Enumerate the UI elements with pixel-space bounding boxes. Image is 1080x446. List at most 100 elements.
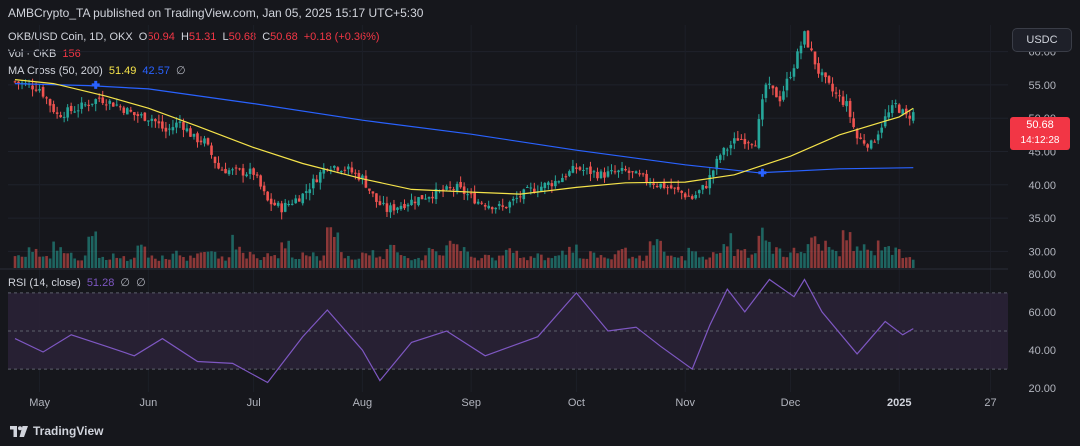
volume-bar [213, 251, 217, 268]
close-label: C [262, 31, 271, 43]
candle-body [890, 105, 894, 114]
currency-selector[interactable]: USDC [1012, 28, 1072, 52]
volume-bar [533, 257, 536, 268]
candle-body [13, 81, 17, 83]
candle-body [655, 185, 659, 187]
volume-bar [97, 257, 101, 268]
volume-bar [480, 258, 483, 268]
candle-body [824, 72, 827, 78]
candle-body [845, 101, 848, 107]
volume-bar [617, 250, 620, 268]
candle-body [140, 114, 143, 116]
high-value: 51.31 [188, 31, 217, 43]
volume-bar [634, 258, 638, 268]
candle-body [80, 102, 83, 109]
volume-bar [761, 227, 764, 268]
volume-bar [325, 227, 329, 268]
volume-bar [557, 255, 561, 268]
candle-body [490, 207, 494, 210]
volume-bar [641, 260, 645, 268]
volume-bar [266, 253, 269, 268]
candle-body [452, 189, 455, 191]
candle-body [547, 182, 550, 186]
volume-bar [427, 247, 431, 268]
volume-bar [859, 250, 862, 268]
volume-bar [192, 257, 196, 268]
volume-bar [336, 232, 340, 268]
candle-body [659, 183, 662, 188]
volume-bar [448, 240, 452, 268]
volume-bar [673, 257, 676, 268]
candle-body [743, 138, 747, 145]
volume-bar [908, 257, 912, 268]
time-tick-label: Aug [353, 397, 373, 409]
volume-bar [280, 242, 283, 268]
tradingview-brand[interactable]: TradingView [10, 424, 103, 438]
candle-body [217, 162, 220, 169]
time-axis[interactable]: May Jun Jul Aug Sep Oct Nov Dec 2025 27 [29, 397, 996, 409]
volume-bar [547, 257, 550, 268]
candle-body [248, 168, 252, 174]
volume-bar [883, 246, 887, 268]
volume-bar [624, 247, 627, 268]
candle-body [469, 193, 473, 195]
volume-bar [743, 249, 747, 268]
time-tick-label: 2025 [887, 397, 911, 409]
candle-body [269, 198, 273, 205]
rsi-axis[interactable]: 20.00 40.00 60.00 80.00 [1028, 269, 1056, 395]
volume-bar [154, 258, 157, 268]
candle-body [210, 145, 213, 155]
candle-body [385, 203, 389, 212]
volume-bar [269, 256, 273, 268]
candle-body [73, 111, 76, 113]
ma-cross-marker[interactable] [758, 168, 767, 177]
candle-body [294, 198, 298, 204]
candle-body [185, 128, 189, 132]
volume-bar [578, 258, 582, 268]
volume-bar [518, 257, 522, 268]
candle-body [578, 167, 582, 170]
volume-bar [838, 256, 841, 268]
candle-body [459, 181, 462, 188]
candle-body [133, 112, 136, 116]
volume-bar [740, 250, 743, 268]
candle-body [283, 202, 287, 212]
volume-bar [627, 258, 631, 268]
ma-fast-value: 51.49 [108, 65, 137, 77]
candle-body [711, 170, 715, 177]
volume-bar [669, 255, 673, 268]
open-label: O [138, 31, 148, 43]
candle-body [866, 144, 869, 148]
volume-bar [827, 247, 831, 268]
ma-cross-marker[interactable] [91, 80, 100, 89]
candle-body [838, 95, 841, 97]
volume-bar [171, 253, 175, 268]
volume-bar [676, 257, 680, 268]
volume-bar [757, 235, 761, 268]
candle-body [83, 104, 87, 106]
ma-label[interactable]: MA Cross (50, 200) [8, 65, 103, 77]
candle-body [778, 96, 782, 102]
volume-bar [648, 241, 652, 268]
candle-body [764, 84, 768, 98]
volume-bar [133, 257, 136, 268]
rsi-tick-label: 20.00 [1028, 383, 1056, 395]
price-grid [8, 25, 1008, 392]
candle-body [122, 107, 126, 113]
volume-bar [364, 253, 368, 268]
volume-bar [778, 248, 782, 268]
high-label: H [180, 31, 189, 43]
volume-bar [220, 256, 224, 268]
rsi-label[interactable]: RSI (14, close) [8, 277, 81, 289]
volume-bar [697, 257, 701, 268]
volume-bar [683, 260, 687, 268]
volume-bar [768, 241, 771, 268]
candle-body [817, 63, 820, 74]
candle-body [789, 77, 792, 79]
candle-body [266, 191, 269, 201]
candle-body [97, 97, 101, 99]
volume-label[interactable]: Vol · OKB [8, 48, 57, 60]
volume-bar [424, 255, 427, 268]
